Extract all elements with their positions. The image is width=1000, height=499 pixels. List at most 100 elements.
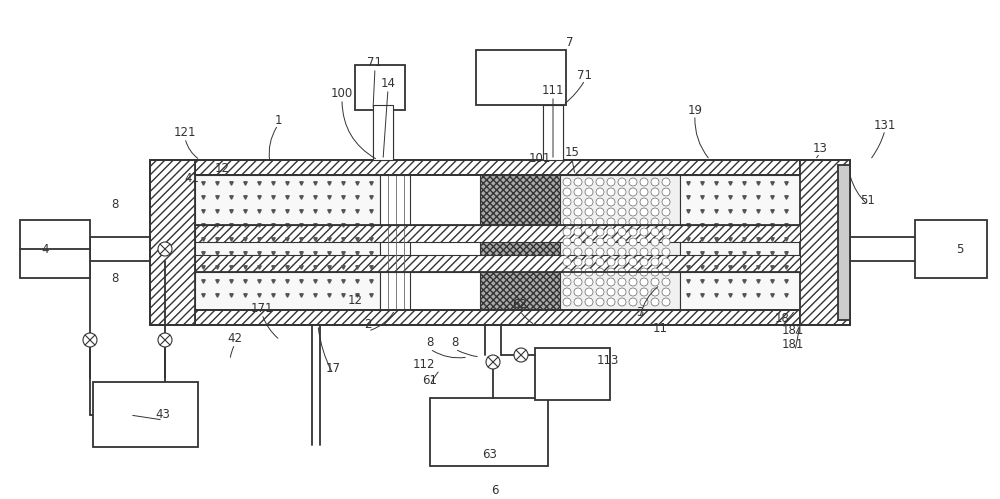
Circle shape — [662, 208, 670, 216]
Circle shape — [563, 208, 571, 216]
Circle shape — [563, 218, 571, 226]
Text: 62: 62 — [512, 298, 528, 311]
Text: 12: 12 — [214, 162, 230, 175]
Circle shape — [574, 238, 582, 246]
Circle shape — [585, 288, 593, 296]
Bar — [800, 160, 850, 325]
Circle shape — [596, 208, 604, 216]
Circle shape — [662, 298, 670, 306]
Circle shape — [607, 248, 615, 256]
Text: 8: 8 — [451, 336, 459, 349]
Text: 71: 71 — [578, 68, 592, 81]
Bar — [20, 220, 90, 278]
Circle shape — [662, 248, 670, 256]
Text: 131: 131 — [874, 118, 896, 132]
Circle shape — [596, 198, 604, 206]
Circle shape — [596, 288, 604, 296]
Text: 41: 41 — [184, 172, 200, 185]
Circle shape — [662, 278, 670, 286]
Circle shape — [607, 268, 615, 276]
Circle shape — [607, 198, 615, 206]
Circle shape — [563, 278, 571, 286]
Circle shape — [574, 208, 582, 216]
Circle shape — [563, 198, 571, 206]
Circle shape — [563, 188, 571, 196]
Bar — [430, 398, 548, 466]
Circle shape — [574, 218, 582, 226]
Text: 101: 101 — [529, 152, 551, 165]
Text: 14: 14 — [380, 76, 396, 89]
Bar — [150, 160, 195, 325]
Circle shape — [618, 288, 626, 296]
Text: 111: 111 — [542, 83, 564, 96]
Text: 13: 13 — [813, 142, 827, 155]
Text: 7: 7 — [566, 35, 574, 48]
Text: 1: 1 — [274, 113, 282, 127]
Circle shape — [607, 278, 615, 286]
Circle shape — [563, 248, 571, 256]
Circle shape — [651, 228, 659, 236]
Circle shape — [585, 278, 593, 286]
Circle shape — [640, 178, 648, 186]
Circle shape — [607, 188, 615, 196]
Circle shape — [662, 258, 670, 266]
Text: 43: 43 — [156, 409, 170, 422]
Circle shape — [574, 188, 582, 196]
Circle shape — [607, 258, 615, 266]
Circle shape — [514, 348, 528, 362]
Circle shape — [662, 198, 670, 206]
Circle shape — [563, 268, 571, 276]
Circle shape — [629, 218, 637, 226]
Bar — [476, 50, 566, 105]
Circle shape — [618, 218, 626, 226]
Text: 5: 5 — [956, 243, 964, 255]
Circle shape — [596, 238, 604, 246]
Circle shape — [662, 268, 670, 276]
Circle shape — [596, 278, 604, 286]
Circle shape — [607, 238, 615, 246]
Circle shape — [629, 248, 637, 256]
Circle shape — [574, 288, 582, 296]
Bar — [195, 225, 800, 242]
Circle shape — [662, 178, 670, 186]
Circle shape — [158, 242, 172, 256]
Bar — [380, 175, 410, 310]
Circle shape — [629, 268, 637, 276]
Circle shape — [618, 298, 626, 306]
Text: 6: 6 — [491, 484, 499, 497]
Circle shape — [607, 178, 615, 186]
Text: 121: 121 — [174, 127, 196, 140]
Circle shape — [640, 248, 648, 256]
Circle shape — [563, 258, 571, 266]
Circle shape — [574, 258, 582, 266]
Text: 2: 2 — [364, 318, 372, 331]
Text: 113: 113 — [597, 353, 619, 366]
Circle shape — [596, 218, 604, 226]
Text: 18: 18 — [775, 311, 789, 324]
Circle shape — [596, 248, 604, 256]
Text: 171: 171 — [251, 301, 273, 314]
Text: 8: 8 — [111, 271, 119, 284]
Bar — [195, 255, 800, 272]
Text: 181: 181 — [782, 338, 804, 351]
Circle shape — [574, 198, 582, 206]
Circle shape — [563, 288, 571, 296]
Bar — [535, 348, 610, 400]
Circle shape — [574, 268, 582, 276]
Circle shape — [158, 333, 172, 347]
Bar — [355, 65, 405, 110]
Circle shape — [640, 288, 648, 296]
Circle shape — [640, 268, 648, 276]
Circle shape — [651, 278, 659, 286]
Bar — [93, 382, 198, 447]
Circle shape — [607, 228, 615, 236]
Circle shape — [629, 278, 637, 286]
Circle shape — [640, 208, 648, 216]
Circle shape — [662, 188, 670, 196]
Circle shape — [651, 198, 659, 206]
Circle shape — [640, 218, 648, 226]
Circle shape — [629, 178, 637, 186]
Text: 61: 61 — [422, 373, 438, 387]
Bar — [195, 310, 800, 325]
Circle shape — [662, 288, 670, 296]
